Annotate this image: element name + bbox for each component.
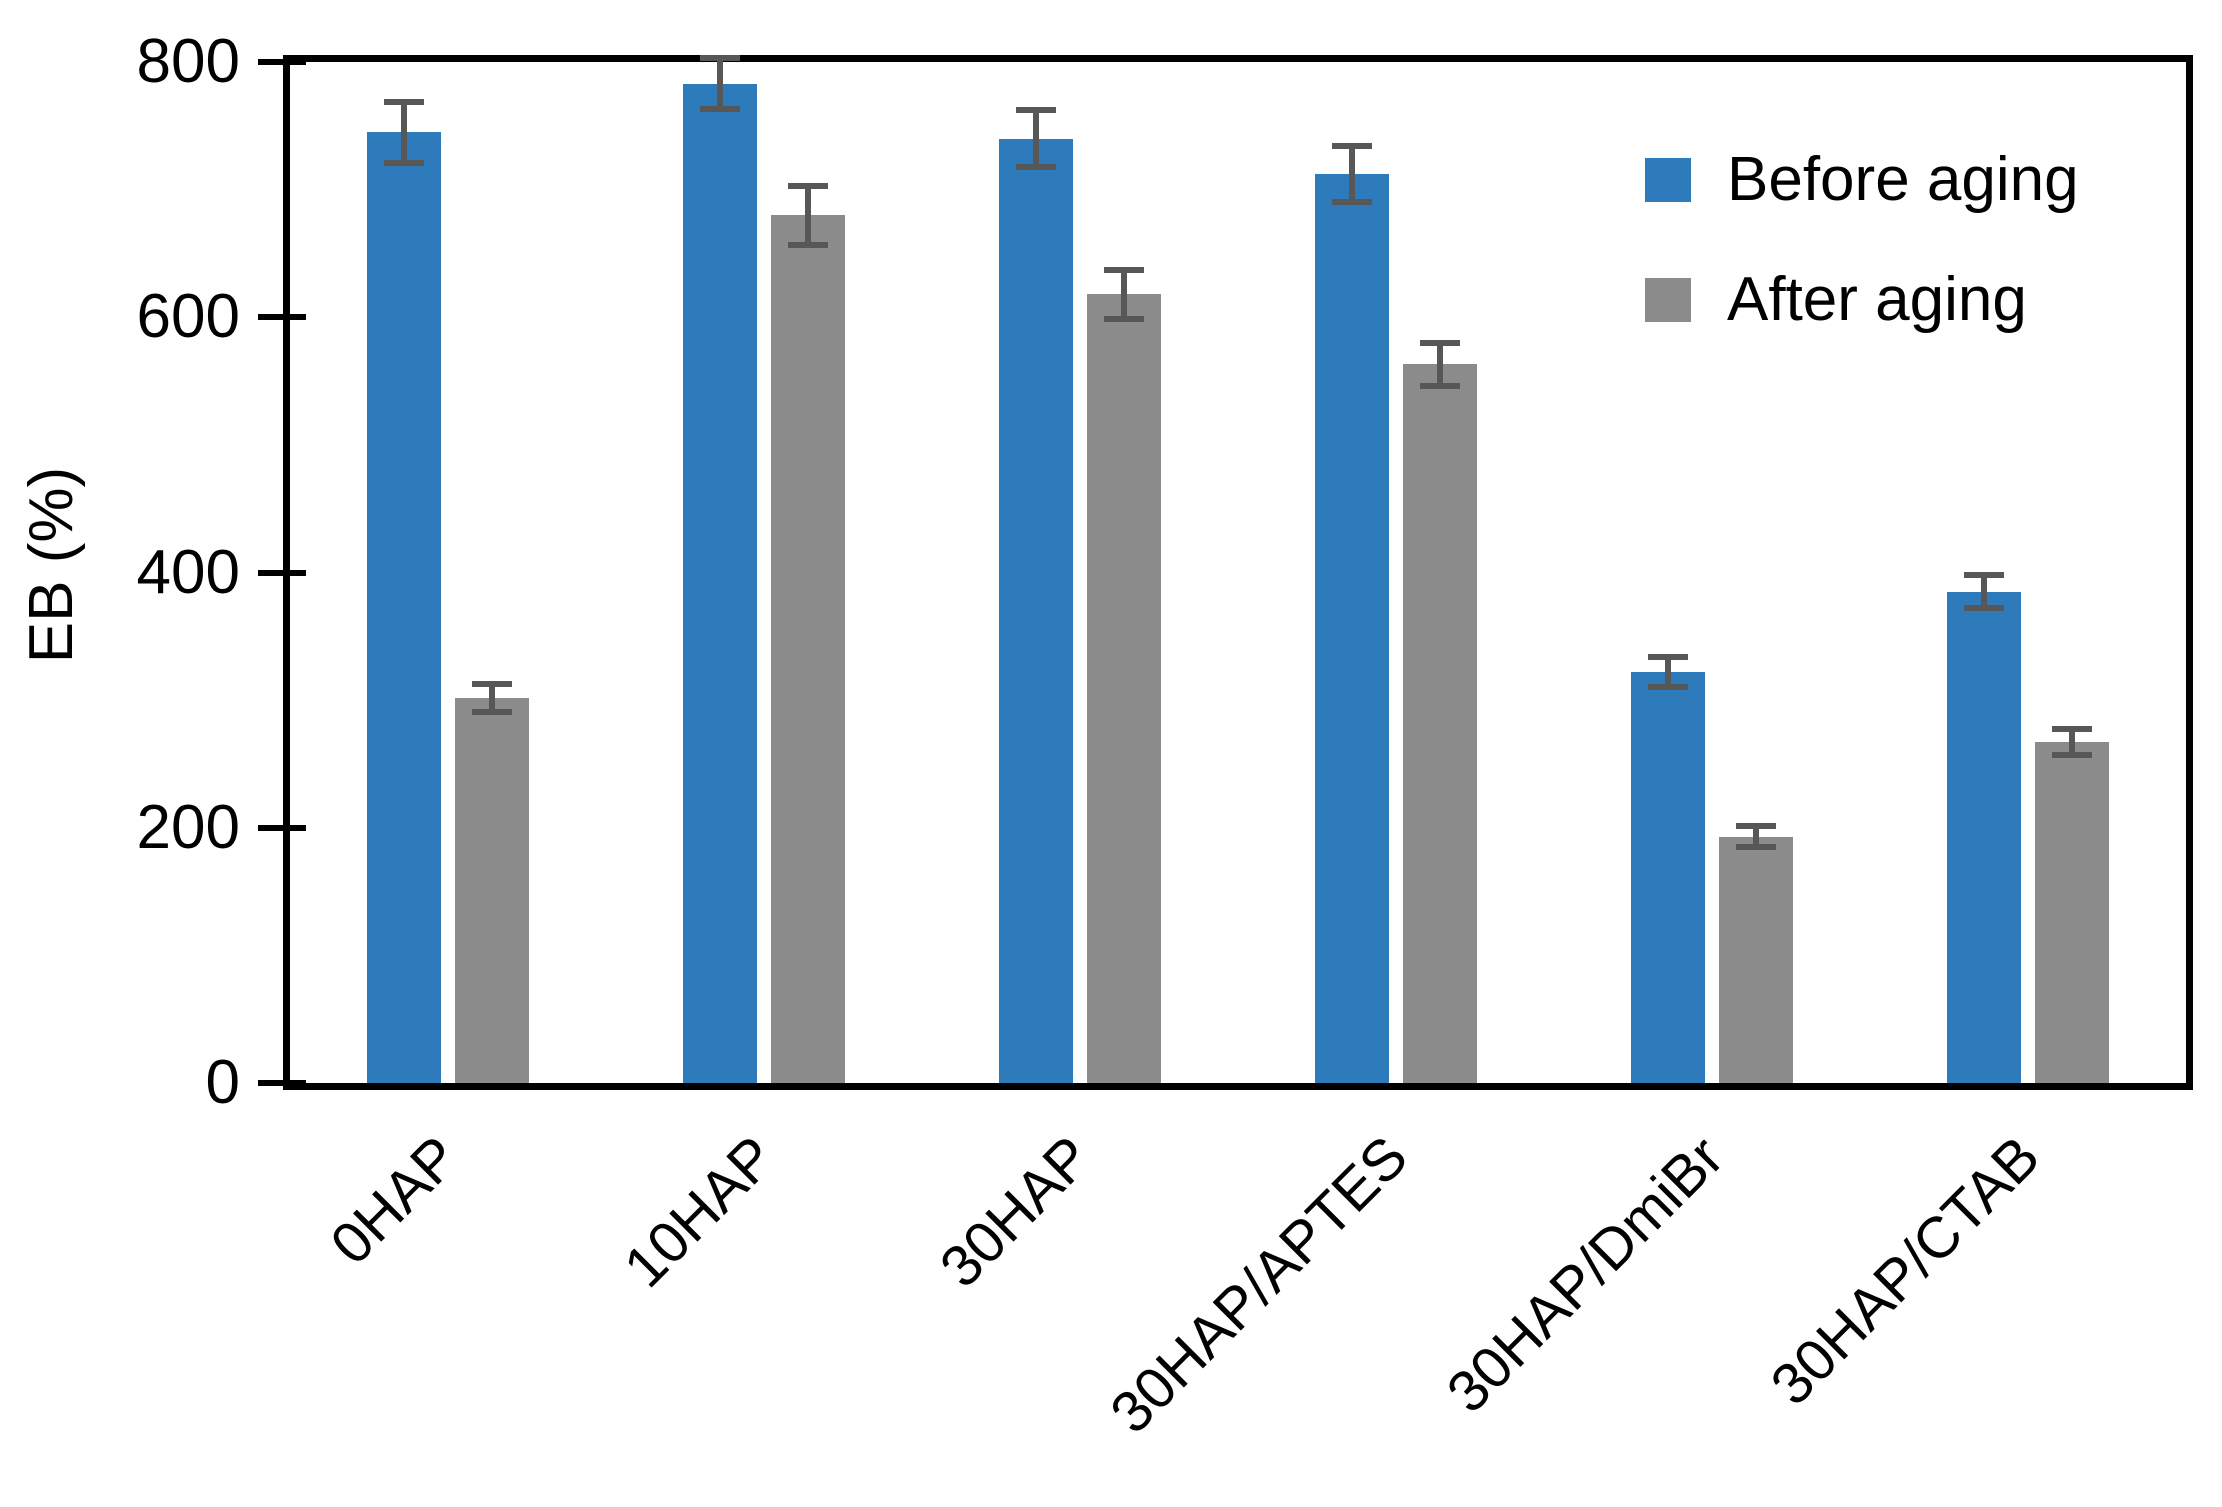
y-tick	[258, 569, 306, 576]
bar-after-aging	[1403, 364, 1477, 1083]
legend-item-before-aging: Before aging	[1645, 147, 2079, 213]
error-bar-stem	[2069, 729, 2075, 755]
error-bar-top-cap	[2052, 726, 2092, 733]
error-bar-top-cap	[384, 98, 424, 105]
error-bar-bottom-cap	[472, 708, 512, 715]
error-bar-top-cap	[1964, 572, 2004, 579]
error-bar-bottom-cap	[1332, 199, 1372, 206]
error-bar-stem	[1437, 342, 1443, 387]
error-bar-stem	[1665, 656, 1671, 688]
error-bar-bottom-cap	[788, 241, 828, 248]
error-bar-top-cap	[1016, 107, 1056, 114]
error-bar-bottom-cap	[1736, 843, 1776, 850]
error-bar-bottom-cap	[700, 106, 740, 113]
legend-swatch-after-aging-icon	[1645, 278, 1691, 322]
error-bar-stem	[401, 101, 407, 163]
bar-after-aging	[455, 697, 529, 1083]
error-bar-top-cap	[472, 680, 512, 687]
legend-item-after-aging: After aging	[1645, 267, 2027, 333]
error-bar-stem	[805, 185, 811, 245]
error-bar-top-cap	[1104, 267, 1144, 274]
error-bar-stem	[489, 683, 495, 712]
error-bar-stem	[717, 58, 723, 110]
bar-before-aging	[1631, 672, 1705, 1083]
bar-after-aging	[2035, 742, 2109, 1083]
error-bar-top-cap	[1736, 823, 1776, 830]
bar-before-aging	[367, 132, 441, 1083]
bar-before-aging	[1947, 591, 2021, 1083]
error-bar-stem	[1753, 826, 1759, 847]
y-tick-label: 200	[136, 792, 240, 862]
error-bar-stem	[1121, 270, 1127, 319]
bar-before-aging	[999, 138, 1073, 1083]
y-tick	[258, 1080, 306, 1086]
y-tick-label: 400	[136, 537, 240, 607]
error-bar-stem	[1033, 110, 1039, 167]
error-bar-top-cap	[1332, 143, 1372, 150]
bar-before-aging	[683, 83, 757, 1083]
y-tick-label: 800	[136, 27, 240, 96]
legend-label-after-aging: After aging	[1727, 265, 2027, 334]
error-bar-bottom-cap	[1104, 315, 1144, 322]
error-bar-top-cap	[1648, 653, 1688, 660]
error-bar-stem	[1349, 146, 1355, 203]
bar-after-aging	[1087, 294, 1161, 1083]
y-tick-label: 600	[136, 282, 240, 352]
bar-after-aging	[1719, 836, 1793, 1083]
error-bar-stem	[1981, 575, 1987, 609]
bar-before-aging	[1315, 174, 1389, 1083]
error-bar-bottom-cap	[1016, 163, 1056, 170]
error-bar-top-cap	[700, 55, 740, 62]
error-bar-bottom-cap	[2052, 752, 2092, 758]
x-category-label-text: 30HAP/CTAB	[1758, 1123, 2052, 1418]
error-bar-bottom-cap	[384, 159, 424, 166]
bar-after-aging	[771, 215, 845, 1083]
y-tick	[258, 824, 306, 831]
y-tick	[258, 59, 306, 65]
error-bar-bottom-cap	[1648, 684, 1688, 691]
error-bar-bottom-cap	[1964, 605, 2004, 612]
x-category-label: 30HAP/CTAB	[1588, 1124, 2052, 1418]
error-bar-bottom-cap	[1420, 383, 1460, 390]
legend-swatch-before-aging-icon	[1645, 158, 1691, 202]
error-bar-top-cap	[1420, 339, 1460, 346]
y-tick	[258, 314, 306, 321]
y-tick-label: 0	[205, 1048, 240, 1117]
legend-label-before-aging: Before aging	[1727, 145, 2079, 214]
plot-area: Before aging After aging	[283, 55, 2193, 1090]
error-bar-top-cap	[788, 182, 828, 189]
